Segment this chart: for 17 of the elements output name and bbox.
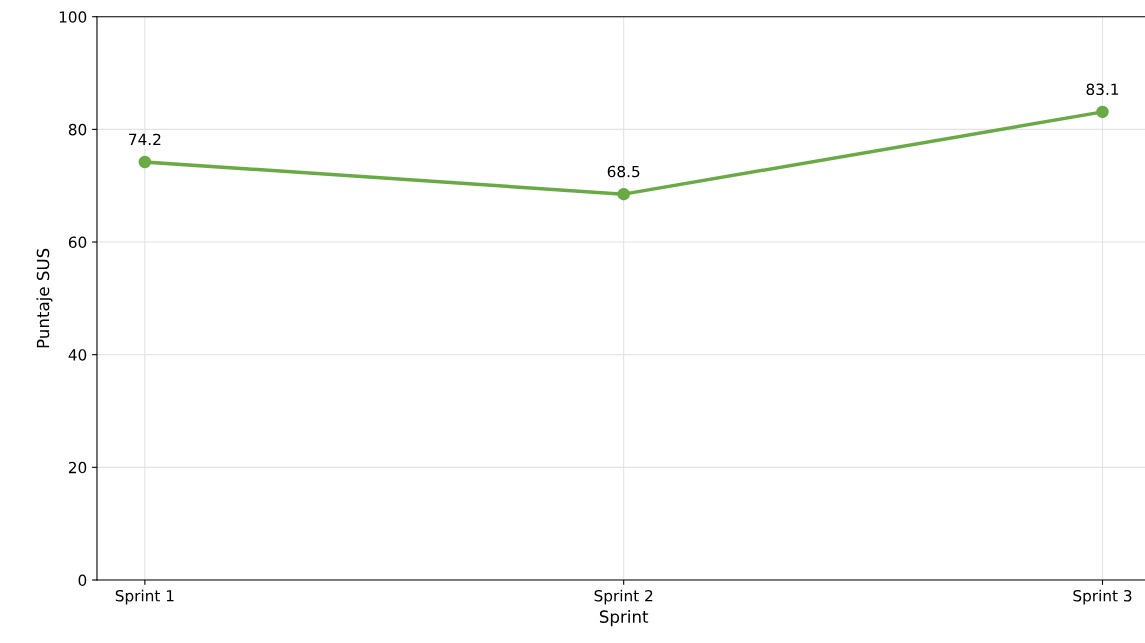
data-label: 74.2 [129, 133, 161, 145]
data-label: 83.1 [1086, 83, 1119, 96]
y-axis-title: Puntaje SUS [36, 248, 53, 348]
point [138, 155, 152, 169]
y-tick-label: 0 [78, 574, 87, 587]
x-tick-label: Sprint 1 [115, 589, 174, 605]
y-tick-label: 100 [59, 11, 87, 23]
y-tick-label: 40 [68, 349, 87, 361]
y-tick-label: 80 [68, 123, 87, 136]
x-axis-title: Sprint [599, 610, 649, 627]
point [617, 187, 630, 201]
x-tick-label: Sprint 2 [594, 589, 653, 605]
point [1096, 105, 1109, 119]
y-tick-label: 20 [68, 461, 87, 474]
x-tick-label: Sprint 3 [1073, 589, 1132, 605]
y-tick-label: 60 [68, 236, 87, 249]
data-label: 68.5 [607, 165, 640, 178]
